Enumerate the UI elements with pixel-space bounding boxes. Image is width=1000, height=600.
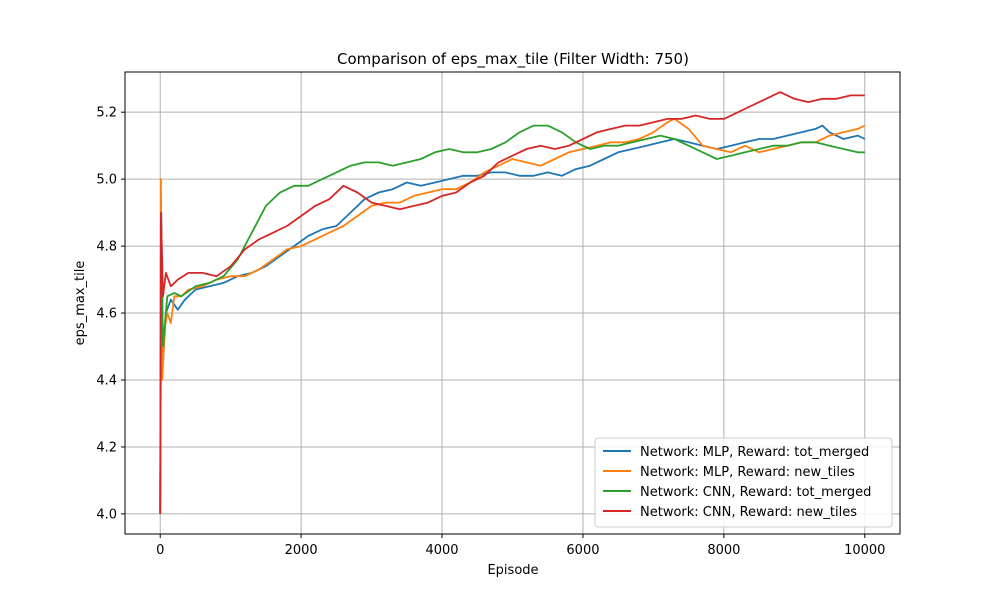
y-tick-label: 4.2 xyxy=(96,440,117,455)
series-line xyxy=(159,91,865,514)
legend: Network: MLP, Reward: tot_merged Network:… xyxy=(594,437,893,528)
y-axis-label: eps_max_tile xyxy=(73,261,88,346)
x-axis-label: Episode xyxy=(487,563,538,578)
series-line xyxy=(159,124,866,514)
y-tick-label: 4.4 xyxy=(96,374,117,389)
x-tick-label: 10000 xyxy=(844,543,885,558)
grid-lines xyxy=(125,72,900,534)
legend-entry-label: Network: CNN, Reward: new_tiles xyxy=(640,505,857,520)
x-axis: 0 2000 4000 6000 8000 10000 xyxy=(156,534,885,558)
x-tick-label: 0 xyxy=(156,543,164,558)
y-tick-label: 4.0 xyxy=(96,507,117,522)
x-tick-label: 8000 xyxy=(707,543,740,558)
chart-title: Comparison of eps_max_tile (Filter Width… xyxy=(337,50,689,69)
legend-entry-label: Network: MLP, Reward: tot_merged xyxy=(640,445,869,460)
legend-box xyxy=(594,437,893,528)
y-tick-label: 4.8 xyxy=(96,240,117,255)
series-group xyxy=(159,91,866,514)
y-tick-label: 5.2 xyxy=(96,106,117,121)
y-tick-label: 5.0 xyxy=(96,173,117,188)
plot-frame xyxy=(124,71,901,535)
x-tick-label: 2000 xyxy=(285,543,318,558)
y-tick-label: 4.6 xyxy=(96,307,117,322)
y-axis: 4.0 4.2 4.4 4.6 4.8 5.0 5.2 xyxy=(96,106,125,522)
legend-entry-label: Network: CNN, Reward: tot_merged xyxy=(640,485,871,500)
x-tick-label: 4000 xyxy=(425,543,458,558)
series-line xyxy=(159,124,865,514)
x-tick-label: 6000 xyxy=(566,543,599,558)
legend-entry-label: Network: MLP, Reward: new_tiles xyxy=(640,465,855,480)
